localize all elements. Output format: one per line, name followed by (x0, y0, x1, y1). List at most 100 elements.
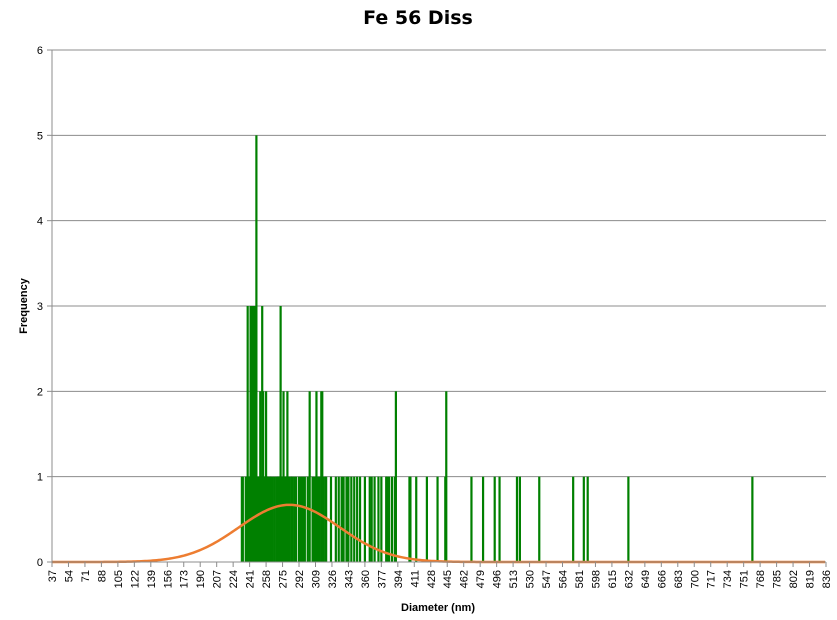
histogram-bar (627, 476, 630, 562)
x-tick-label: 309 (311, 570, 323, 588)
histogram-bar (308, 391, 311, 562)
gridlines (47, 49, 826, 563)
x-tick-label: 360 (360, 570, 372, 588)
x-tick-label: 428 (426, 570, 438, 588)
y-tick-label: 0 (37, 557, 43, 569)
y-tick-label: 1 (37, 472, 43, 484)
x-tick-label: 258 (261, 570, 273, 588)
x-tick-label: 785 (772, 570, 784, 588)
x-tick-label: 88 (96, 570, 108, 582)
x-tick-label: 156 (162, 570, 174, 588)
histogram-bar (425, 476, 428, 562)
histogram-bar (271, 476, 274, 562)
y-tick-label: 5 (37, 130, 43, 142)
histogram-bar (356, 476, 359, 562)
histogram-bar (322, 476, 325, 562)
x-tick-label: 768 (755, 570, 767, 588)
histogram-bar (269, 476, 273, 562)
x-tick-label: 564 (558, 570, 570, 588)
histogram-bar (288, 476, 291, 562)
x-tick-label: 292 (294, 570, 306, 588)
histogram-bar (303, 476, 306, 562)
histogram-bar (255, 135, 258, 563)
x-tick-label: 836 (821, 570, 833, 588)
histogram-bar (253, 306, 256, 562)
x-tick-label: 411 (409, 570, 421, 588)
x-tick-labels: 37 54 71 88 105 122 139 156 173 190 207 224 241 258 27… (47, 570, 833, 588)
histogram-bar (363, 476, 366, 562)
x-tick-label: 717 (706, 570, 718, 588)
histogram-bar (377, 476, 380, 562)
x-tick-label: 530 (525, 570, 537, 588)
x-tick-label: 173 (179, 570, 191, 588)
x-tick-label: 496 (492, 570, 504, 588)
histogram-bar (436, 476, 439, 562)
x-tick-label: 190 (195, 570, 207, 588)
histogram-bar (279, 306, 282, 562)
histogram-bar (316, 476, 319, 562)
histogram-bar (481, 476, 485, 562)
x-tick-label: 105 (113, 570, 125, 588)
histogram-bar (445, 391, 448, 562)
histogram-bar (368, 476, 371, 562)
histogram-bar (297, 476, 301, 562)
histogram-bar (311, 476, 314, 562)
histogram-bar (306, 476, 309, 562)
x-tick-label: 649 (640, 570, 652, 588)
histogram-bar (342, 476, 345, 562)
histogram-bar (299, 476, 303, 562)
histogram-bar (572, 476, 575, 562)
x-tick-label: 513 (508, 570, 520, 588)
x-tick-label: 615 (607, 570, 619, 588)
x-tick-label: 139 (146, 570, 158, 588)
x-tick-label: 581 (574, 570, 586, 588)
x-tick-label: 122 (129, 570, 141, 588)
histogram-bar (470, 476, 473, 562)
x-tick-label: 802 (788, 570, 800, 588)
x-tick-label: 547 (541, 570, 553, 588)
histogram-bar (286, 391, 289, 562)
histogram-bar (353, 476, 356, 562)
histogram-bar (515, 476, 519, 562)
x-tick-label: 377 (376, 570, 388, 588)
x-tick-marks (51, 562, 827, 567)
histogram-bar (751, 476, 754, 562)
y-tick-label: 3 (37, 301, 43, 313)
x-tick-label: 445 (442, 570, 454, 588)
histogram-bar (350, 476, 353, 562)
x-tick-label: 326 (327, 570, 339, 588)
histogram-bar (291, 476, 294, 562)
bars (240, 135, 754, 563)
x-tick-label: 632 (623, 570, 635, 588)
histogram-bar (582, 476, 585, 562)
histogram-bar (386, 476, 389, 562)
x-tick-label: 241 (245, 570, 257, 588)
histogram-bar (293, 476, 296, 562)
histogram-bar (249, 306, 252, 562)
histogram-bar (295, 476, 298, 562)
chart-title: Fe 56 Diss (363, 7, 473, 29)
histogram-bar (518, 476, 521, 562)
histogram-bar (498, 476, 501, 562)
histogram-bar (388, 476, 391, 562)
x-tick-label: 207 (212, 570, 224, 588)
x-tick-label: 462 (459, 570, 471, 588)
x-tick-label: 700 (689, 570, 701, 588)
x-tick-label: 224 (228, 570, 240, 588)
histogram-bar (370, 476, 373, 562)
histogram-bar (313, 476, 316, 562)
x-tick-label: 751 (739, 570, 751, 588)
histogram-bar (318, 476, 321, 562)
histogram-bar (394, 391, 397, 562)
y-tick-label: 4 (37, 216, 43, 228)
histogram-bar (246, 306, 249, 562)
x-tick-label: 71 (80, 570, 92, 582)
x-tick-label: 819 (805, 570, 817, 588)
histogram-bar (301, 476, 304, 562)
histogram-bar (251, 306, 254, 562)
x-tick-label: 683 (673, 570, 685, 588)
histogram-bar (415, 476, 418, 562)
x-tick-label: 275 (278, 570, 290, 588)
histogram-bar (358, 476, 362, 562)
